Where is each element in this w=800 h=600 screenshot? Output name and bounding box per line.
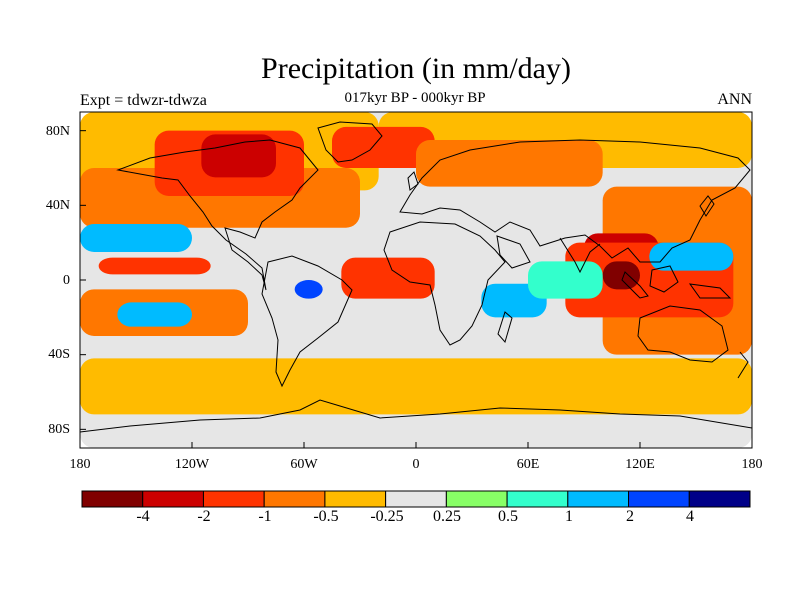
colorbar-swatch: [628, 490, 690, 508]
colorbar-swatch: [385, 490, 447, 508]
lon-tick-label: 120W: [174, 457, 210, 472]
colorbar-swatch: [506, 490, 569, 508]
coastline-layer: [80, 121, 752, 433]
colorbar-swatch: [81, 490, 144, 508]
field-region: [341, 257, 435, 299]
colorbar-label: -4: [136, 508, 150, 525]
lat-tick-label: 0: [63, 273, 70, 288]
field-region: [201, 134, 276, 178]
colorbar-label: -0.25: [370, 508, 404, 525]
colorbar-label: -1: [258, 508, 272, 525]
field-region: [80, 224, 192, 252]
coastline-japan: [699, 195, 715, 217]
coastline-madagascar: [497, 311, 513, 344]
coastline-south-america: [261, 255, 353, 388]
colorbar-swatch: [324, 490, 387, 508]
lat-tick-label: 40S: [48, 347, 70, 362]
coastline-new-zealand: [737, 351, 749, 379]
coastline-borneo: [649, 265, 679, 293]
colorbar-swatch: [688, 490, 751, 508]
colorbar-swatch: [445, 490, 508, 508]
colorbar-label: 1: [565, 508, 573, 525]
coastline-antarctica: [80, 399, 752, 433]
season-label: ANN: [717, 91, 752, 108]
field-region: [528, 261, 603, 299]
coastline-arabia: [496, 235, 531, 269]
lon-tick-label: 180: [69, 457, 91, 472]
lat-tick-label: 40N: [45, 198, 70, 213]
coastline-sumatra: [621, 271, 649, 299]
map-subtitle: 017kyr BP - 000kyr BP: [344, 90, 486, 106]
colorbar-label: -2: [197, 508, 211, 525]
colorbar-swatch: [567, 490, 630, 508]
colorbar-label: 0.25: [433, 508, 461, 525]
coastline-north-america: [116, 139, 319, 291]
field-region: [416, 140, 603, 187]
colorbar: [81, 490, 751, 508]
lon-tick-label: 60E: [516, 457, 540, 472]
coastline-new-guinea: [688, 283, 732, 299]
field-layer: [80, 112, 752, 448]
field-region: [80, 358, 752, 415]
field-region: [117, 302, 192, 327]
axis-ticks: [79, 130, 753, 448]
field-region: [332, 126, 435, 168]
coastline-india: [559, 237, 601, 274]
lon-tick-label: 120E: [625, 457, 655, 472]
experiment-label: Expt = tdwzr-tdwza: [80, 92, 207, 109]
coastline-australia: [637, 305, 729, 363]
coastline-africa: [383, 221, 506, 346]
lat-tick-label: 80N: [45, 124, 70, 139]
lon-tick-label: 60W: [290, 457, 318, 472]
lat-tick-label: 80S: [48, 422, 70, 437]
field-region: [649, 242, 734, 271]
coastline-greenland: [317, 121, 383, 163]
colorbar-swatch: [142, 490, 204, 508]
field-region: [602, 261, 640, 290]
field-region: [294, 280, 323, 299]
colorbar-label: 4: [686, 508, 694, 525]
field-region: [98, 257, 211, 275]
colorbar-swatch: [263, 490, 326, 508]
colorbar-label: -0.5: [313, 508, 339, 525]
lon-tick-label: 0: [412, 457, 420, 472]
colorbar-label: 2: [626, 508, 634, 525]
map-title: Precipitation (in mm/day): [261, 52, 571, 85]
lon-tick-label: 180: [741, 457, 763, 472]
coastline-eurasia: [399, 139, 751, 263]
colorbar-swatch: [202, 490, 265, 508]
coastline-british-isles: [407, 171, 419, 191]
colorbar-label: 0.5: [498, 508, 518, 525]
